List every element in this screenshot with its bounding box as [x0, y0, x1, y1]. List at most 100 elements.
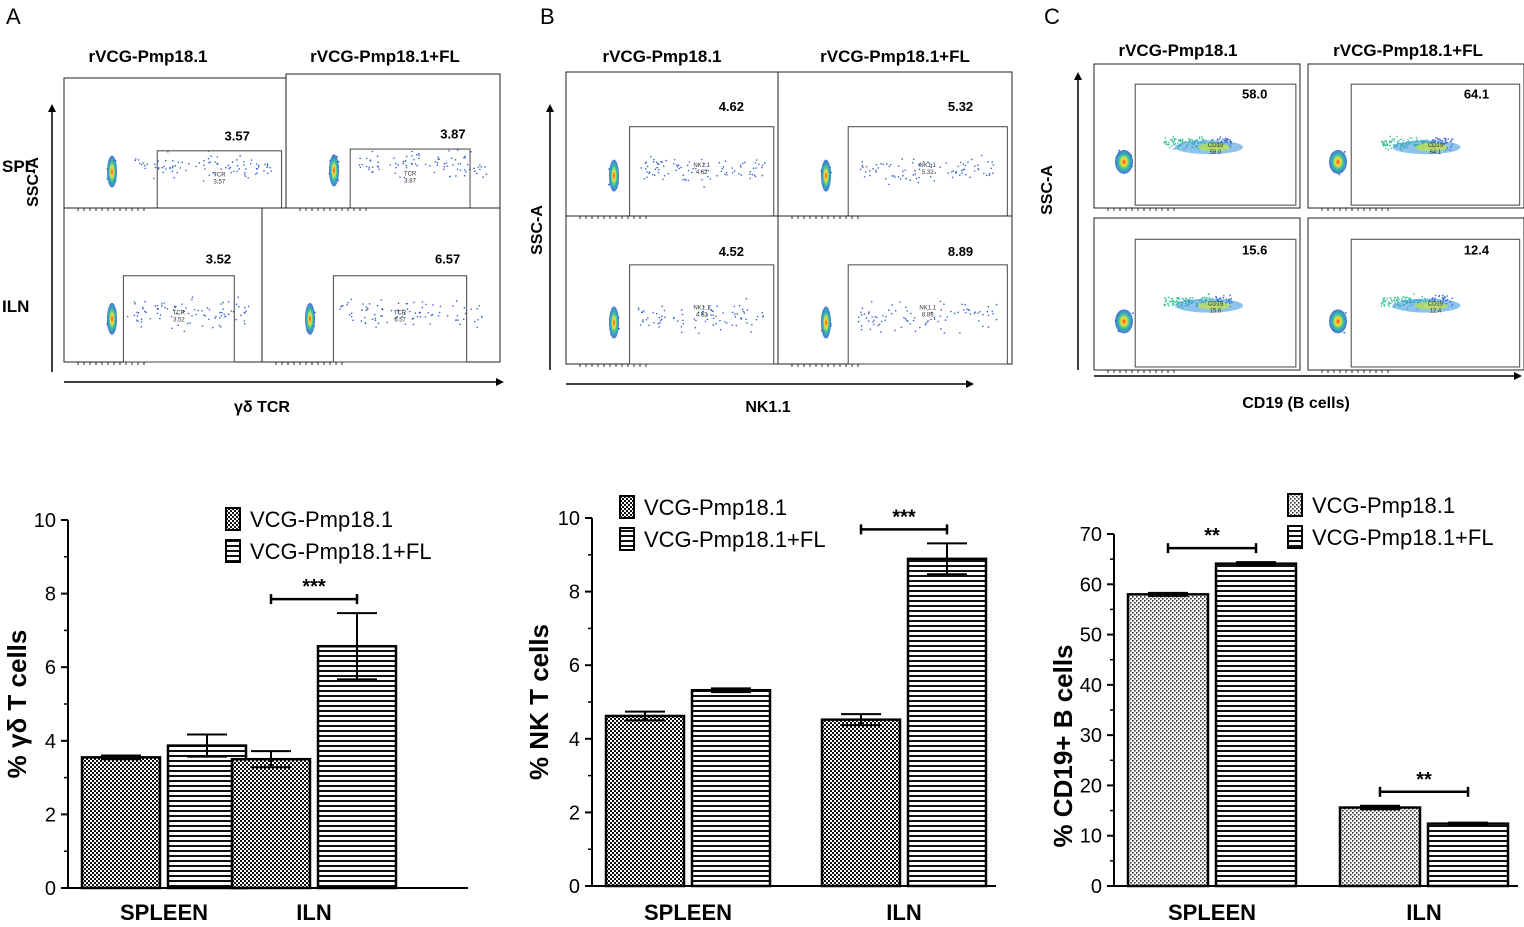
flow-event-dot [242, 160, 245, 163]
flow-event-dot [1188, 138, 1191, 141]
flow-event-dot [891, 304, 893, 306]
flow-event-dot [1401, 297, 1404, 299]
flow-event-dot [653, 321, 655, 324]
flow-y-axis-label: SSC-A [25, 157, 42, 207]
flow-event-dot [894, 309, 897, 312]
flow-event-dot [963, 309, 965, 311]
flow-event-dot [905, 177, 907, 180]
flow-event-dot [874, 169, 877, 171]
flow-event-dot [922, 160, 925, 163]
flow-event-dot [1164, 300, 1167, 303]
flow-event-dot [207, 157, 210, 160]
flow-event-dot [918, 168, 921, 171]
flow-gate-name: TCR [173, 311, 186, 317]
flow-gate-subvalue: 4.52 [696, 312, 708, 318]
flow-event-dot [726, 174, 728, 176]
flow-event-dot [269, 166, 271, 169]
flow-event-dot [421, 301, 424, 303]
flow-event-dot [235, 318, 237, 321]
flow-column-title: rVCG-Pmp18.1+FL [310, 47, 460, 66]
flow-event-dot [945, 162, 948, 164]
flow-event-dot [372, 170, 374, 173]
flow-event-dot [434, 161, 437, 163]
flow-event-dot [701, 178, 703, 181]
flow-event-dot [978, 320, 980, 322]
flow-event-dot [181, 303, 183, 305]
flow-event-dot [731, 324, 734, 326]
flow-event-dot [177, 324, 179, 327]
flow-event-dot [861, 164, 864, 167]
flow-event-dot [1223, 139, 1226, 141]
flow-gate-name: CD19 [1428, 302, 1444, 308]
flow-event-dot [1384, 296, 1386, 299]
flow-event-dot [738, 304, 741, 307]
flow-event-dot [646, 171, 648, 173]
flow-event-dot [872, 167, 874, 170]
flow-event-dot [907, 320, 909, 323]
flow-event-dot [939, 166, 942, 168]
flow-event-dot [755, 318, 758, 321]
chart-category-label: SPLEEN [120, 900, 208, 922]
flow-event-dot [243, 322, 246, 325]
flow-event-dot [140, 325, 143, 328]
flow-event-dot [662, 165, 665, 167]
flow-event-dot [220, 168, 223, 170]
flow-event-dot [751, 323, 753, 326]
flow-event-dot [477, 318, 479, 321]
flow-event-dot [156, 304, 159, 307]
flow-column-title: rVCG-Pmp18.1 [88, 47, 207, 66]
flow-event-dot [867, 312, 870, 315]
flow-gate [1134, 238, 1297, 368]
flow-gate-percentage: 4.52 [719, 244, 744, 259]
flow-event-dot [159, 314, 162, 316]
flow-event-dot [138, 162, 141, 165]
flow-event-dot [983, 172, 985, 175]
flow-event-dot [1164, 140, 1167, 142]
flow-event-dot [154, 166, 157, 169]
chart-y-tick-label: 60 [1080, 574, 1102, 596]
flow-event-dot [939, 300, 942, 303]
flow-event-dot [267, 172, 269, 175]
flow-gate [1350, 238, 1521, 368]
flow-event-dot [187, 312, 190, 315]
flow-event-dot [1184, 140, 1187, 143]
chart-significance-label: *** [892, 506, 916, 528]
flow-event-dot [474, 320, 476, 323]
flow-event-dot [762, 315, 764, 318]
flow-column-title: rVCG-Pmp18.1 [1118, 41, 1237, 60]
flow-event-dot [389, 164, 392, 166]
flow-event-dot [693, 318, 696, 320]
flow-event-dot [1181, 141, 1184, 144]
panel-letter-b: B [540, 4, 555, 29]
flow-gate-subvalue: 12.4 [1430, 309, 1442, 315]
flow-event-dot [703, 162, 706, 165]
flow-event-dot [198, 162, 201, 164]
flow-event-dot [712, 310, 714, 313]
flow-event-dot [637, 307, 640, 309]
flow-event-dot [230, 310, 233, 312]
flow-gate [122, 275, 235, 363]
chart-y-tick-label: 6 [45, 657, 56, 679]
flow-x-axis-label: NK1.1 [745, 399, 790, 416]
flow-event-dot [973, 312, 976, 314]
flow-event-dot [955, 172, 958, 174]
flow-event-dot [437, 156, 440, 159]
flow-event-dot [1389, 144, 1391, 147]
chart-y-tick-label: 4 [569, 729, 580, 751]
flow-event-dot [1229, 139, 1231, 141]
flow-event-dot [135, 157, 137, 160]
flow-event-dot [712, 314, 714, 316]
flow-event-dot [174, 164, 177, 167]
flow-event-dot [645, 161, 647, 163]
flow-event-dot [1168, 143, 1170, 146]
flow-event-dot [191, 296, 194, 298]
flow-event-dot [463, 306, 466, 309]
flow-event-dot [254, 173, 257, 176]
flow-plot-frame [63, 207, 263, 363]
flow-event-dot [166, 307, 169, 310]
flow-event-dot [378, 168, 381, 171]
flow-panel-c: rVCG-Pmp18.1 rVCG-Pmp18.1+FL SSC-A CD19 (B … [1039, 41, 1524, 412]
flow-event-dot [231, 161, 234, 163]
flow-event-dot [697, 311, 700, 314]
flow-event-dot [436, 161, 439, 164]
